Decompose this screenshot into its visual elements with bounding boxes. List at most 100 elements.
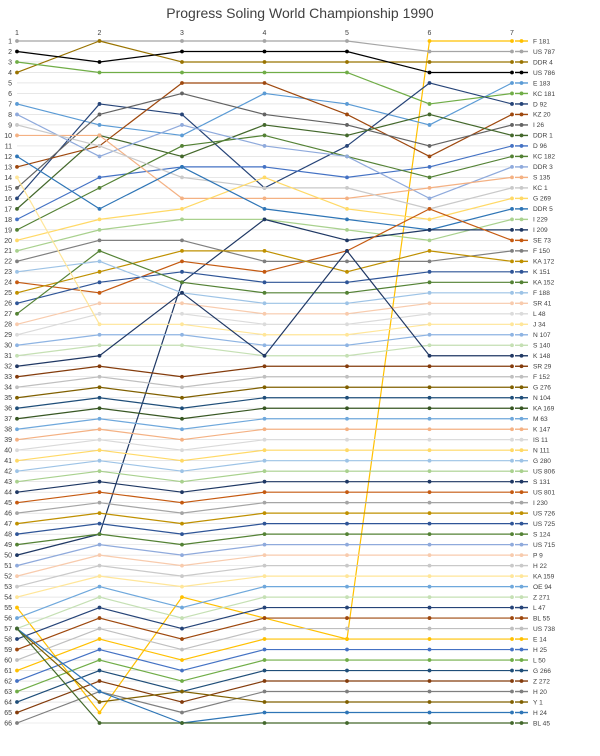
legend-item: US 738 <box>515 626 555 633</box>
data-point <box>510 165 514 169</box>
legend: F 181 US 787 DDR 4 US 786 E 183 KC 181 D 92 KZ … <box>515 38 555 727</box>
legend-swatch-marker <box>519 563 524 568</box>
data-point <box>180 269 184 274</box>
y-tick-label: 4 <box>8 70 12 77</box>
data-point <box>180 133 184 138</box>
legend-item: I 230 <box>515 500 548 507</box>
legend-label: H 24 <box>533 710 547 717</box>
data-point <box>510 626 514 631</box>
data-point <box>97 553 102 558</box>
data-point <box>180 301 184 306</box>
legend-item: H 24 <box>515 710 547 717</box>
series <box>15 133 514 201</box>
data-point <box>427 532 432 537</box>
data-point <box>427 427 432 432</box>
data-point <box>427 605 432 610</box>
data-point <box>427 311 432 316</box>
y-tick-label: 64 <box>4 699 12 706</box>
legend-label: DDR 4 <box>533 59 553 66</box>
data-point <box>180 658 184 662</box>
data-point <box>262 511 267 516</box>
y-tick-label: 29 <box>4 332 12 339</box>
data-point <box>180 521 184 526</box>
data-point <box>262 542 267 547</box>
data-point <box>180 259 184 264</box>
y-tick-label: 48 <box>4 532 12 539</box>
data-point <box>345 301 349 306</box>
data-point <box>15 574 19 579</box>
legend-item: KC 181 <box>515 91 555 98</box>
legend-label: K 147 <box>533 427 551 434</box>
data-point <box>510 311 514 316</box>
data-point <box>345 532 349 537</box>
data-point <box>262 605 267 610</box>
data-point <box>180 437 184 442</box>
legend-label: F 181 <box>533 38 550 45</box>
legend-label: F 150 <box>533 248 550 255</box>
data-point <box>262 123 267 127</box>
data-point <box>15 301 19 306</box>
legend-swatch-marker <box>519 290 524 295</box>
data-point <box>510 532 514 537</box>
data-point <box>262 196 267 201</box>
data-point <box>262 165 267 169</box>
data-point <box>427 123 432 127</box>
data-point <box>97 269 102 274</box>
data-point <box>97 259 102 264</box>
legend-item: US 787 <box>515 49 555 56</box>
data-point <box>262 332 267 337</box>
y-tick-label: 54 <box>4 594 12 601</box>
data-point <box>97 374 102 379</box>
legend-swatch-marker <box>519 60 524 64</box>
data-point <box>510 448 514 453</box>
data-point <box>345 584 349 589</box>
data-point <box>345 364 349 369</box>
data-point <box>510 60 514 64</box>
data-point <box>427 668 432 673</box>
legend-swatch-marker <box>519 658 524 662</box>
data-point <box>97 112 102 117</box>
data-point <box>97 280 102 285</box>
legend-item: SR 41 <box>515 301 552 308</box>
data-point <box>15 311 19 316</box>
data-point <box>345 563 349 568</box>
data-point <box>510 668 514 673</box>
legend-swatch-marker <box>519 584 524 589</box>
legend-label: US 738 <box>533 626 555 633</box>
data-point <box>262 217 267 222</box>
data-point <box>345 280 349 285</box>
y-tick-label: 30 <box>4 343 12 350</box>
data-point <box>510 227 514 232</box>
series <box>15 269 514 306</box>
data-point <box>15 133 19 138</box>
data-point <box>97 175 102 180</box>
series-line <box>16 659 512 693</box>
data-point <box>427 584 432 589</box>
y-tick-label: 5 <box>8 80 12 87</box>
legend-label: G 266 <box>533 668 551 675</box>
legend-swatch-marker <box>519 49 524 54</box>
legend-item: F 150 <box>515 248 550 255</box>
data-point <box>180 385 184 390</box>
data-point <box>345 668 349 673</box>
legend-item: US 806 <box>515 468 555 475</box>
data-point <box>427 437 432 442</box>
data-point <box>262 595 267 599</box>
data-point <box>15 374 19 379</box>
series-line <box>16 596 512 630</box>
data-point <box>510 112 514 117</box>
y-tick-label: 15 <box>4 185 12 192</box>
legend-item: DDR 3 <box>515 164 553 171</box>
data-point <box>97 154 102 159</box>
data-point <box>510 679 514 683</box>
y-tick-label: 23 <box>4 269 12 276</box>
legend-swatch-marker <box>519 637 524 641</box>
data-point <box>427 332 432 337</box>
data-point <box>97 542 102 547</box>
data-point <box>97 416 102 421</box>
legend-label: KA 169 <box>533 406 555 413</box>
data-point <box>427 500 432 505</box>
data-point <box>180 700 184 704</box>
series <box>15 637 514 673</box>
data-point <box>262 259 267 264</box>
